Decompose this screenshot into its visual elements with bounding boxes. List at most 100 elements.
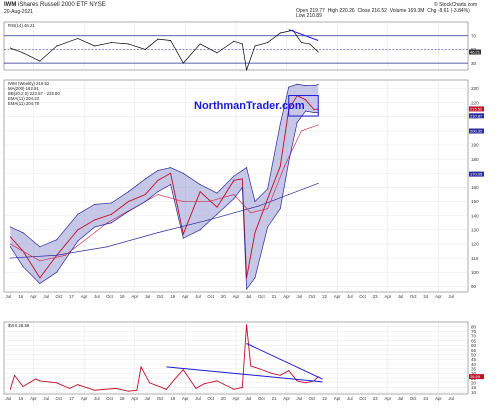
x-tick-label: 22 [322, 294, 327, 299]
y-tick-label: 230 [471, 86, 479, 91]
y-tick-label: 45 [471, 357, 477, 362]
x-tick-label: Apr [30, 294, 37, 299]
data-point [56, 239, 58, 241]
data-point [246, 288, 248, 290]
x-tick-label: 20 [221, 294, 226, 299]
y-tick-label: 10 [471, 390, 477, 395]
legend-entry: EMA(11) 204.23 [8, 96, 40, 101]
data-point [246, 69, 248, 71]
x-tick-label: Jul [145, 396, 151, 401]
y-tick-label: 100 [471, 270, 479, 275]
x-tick-label: Jul [448, 396, 454, 401]
data-point [241, 169, 243, 171]
data-point [39, 246, 41, 248]
x-tick-label: Apr [233, 396, 240, 401]
data-point [216, 192, 218, 194]
legend-entry: MA(200) 162.91 [8, 86, 39, 91]
quote-chg: Chg -8.61 (-3.84%) [427, 8, 470, 14]
data-point [216, 380, 218, 382]
x-tick-label: Jul [398, 396, 404, 401]
data-point [208, 201, 210, 203]
x-tick-label: 16 [18, 294, 23, 299]
x-tick-label: Oct [207, 396, 214, 401]
data-point [279, 165, 281, 167]
x-tick-label: Oct [258, 396, 265, 401]
data-point [127, 210, 129, 212]
x-tick-label: 18 [120, 294, 125, 299]
x-tick-label: Jul [195, 396, 201, 401]
data-point [9, 236, 11, 238]
x-tick-label: Oct [207, 294, 214, 299]
y-tick-label: 70 [471, 334, 477, 339]
data-point [199, 229, 201, 231]
x-tick-label: 23 [373, 396, 378, 401]
y-tick-label: 40 [471, 362, 477, 367]
data-point [94, 203, 96, 205]
x-tick-label: Apr [334, 396, 341, 401]
data-point [246, 167, 248, 169]
x-tick-label: Apr [385, 396, 392, 401]
x-tick-label: Oct [157, 396, 164, 401]
data-point [64, 254, 66, 256]
data-point [111, 222, 113, 224]
data-point [279, 123, 281, 125]
price-label-box [469, 106, 484, 112]
data-point [279, 32, 281, 34]
y-tick-label: 30 [471, 371, 477, 376]
data-point [77, 213, 79, 215]
data-point [56, 254, 58, 256]
x-tick-label: Jul [246, 396, 252, 401]
data-point [233, 175, 235, 177]
data-point [39, 277, 41, 279]
panel-vix: 101520253035404550556065707580$VIX 26.59… [3, 321, 484, 401]
x-tick-label: 19 [170, 396, 175, 401]
data-point [127, 390, 129, 392]
x-tick-label: Apr [233, 294, 240, 299]
legend-entry: RSI(14) 46.21 [8, 23, 35, 28]
trendline [288, 29, 319, 41]
x-tick-label: Apr [182, 294, 189, 299]
data-point [94, 219, 96, 221]
data-point [111, 202, 113, 204]
data-point [77, 240, 79, 242]
data-point [68, 387, 70, 389]
x-tick-label: Oct [106, 396, 113, 401]
x-tick-label: Oct [359, 396, 366, 401]
data-point [309, 43, 311, 45]
data-point [216, 206, 218, 208]
data-point [94, 389, 96, 391]
data-point [9, 246, 11, 248]
y-tick-label: 65 [471, 338, 477, 343]
data-point [56, 271, 58, 273]
y-tick-label: 140 [471, 213, 479, 218]
x-tick-label: Oct [309, 396, 316, 401]
data-point [250, 212, 252, 214]
header-source: © StockCharts.com [434, 2, 478, 8]
x-tick-label: Jul [94, 396, 100, 401]
y-tick-label: 180 [471, 157, 479, 162]
data-point [288, 161, 290, 163]
data-point [22, 266, 24, 268]
price-label-text: 170.05 [470, 172, 483, 177]
y-tick-label: 15 [471, 385, 477, 390]
data-point [94, 45, 96, 47]
data-point [165, 388, 167, 390]
data-point [313, 85, 315, 87]
price-label-text: 215.52 [470, 106, 483, 111]
x-tick-label: Oct [359, 294, 366, 299]
data-point [300, 42, 302, 44]
x-tick-label: 22 [322, 396, 327, 401]
data-point [111, 213, 113, 215]
x-tick-label: Oct [410, 396, 417, 401]
data-point [233, 40, 235, 42]
data-point [288, 370, 290, 372]
data-point [313, 109, 315, 111]
x-tick-label: Jul [448, 294, 454, 299]
data-point [258, 368, 260, 370]
data-point [157, 38, 159, 40]
y-tick-label: 150 [471, 199, 479, 204]
x-tick-label: 16 [18, 396, 23, 401]
data-point [246, 324, 248, 326]
x-tick-label: 24 [423, 294, 428, 299]
y-tick-label: 90 [471, 284, 477, 289]
